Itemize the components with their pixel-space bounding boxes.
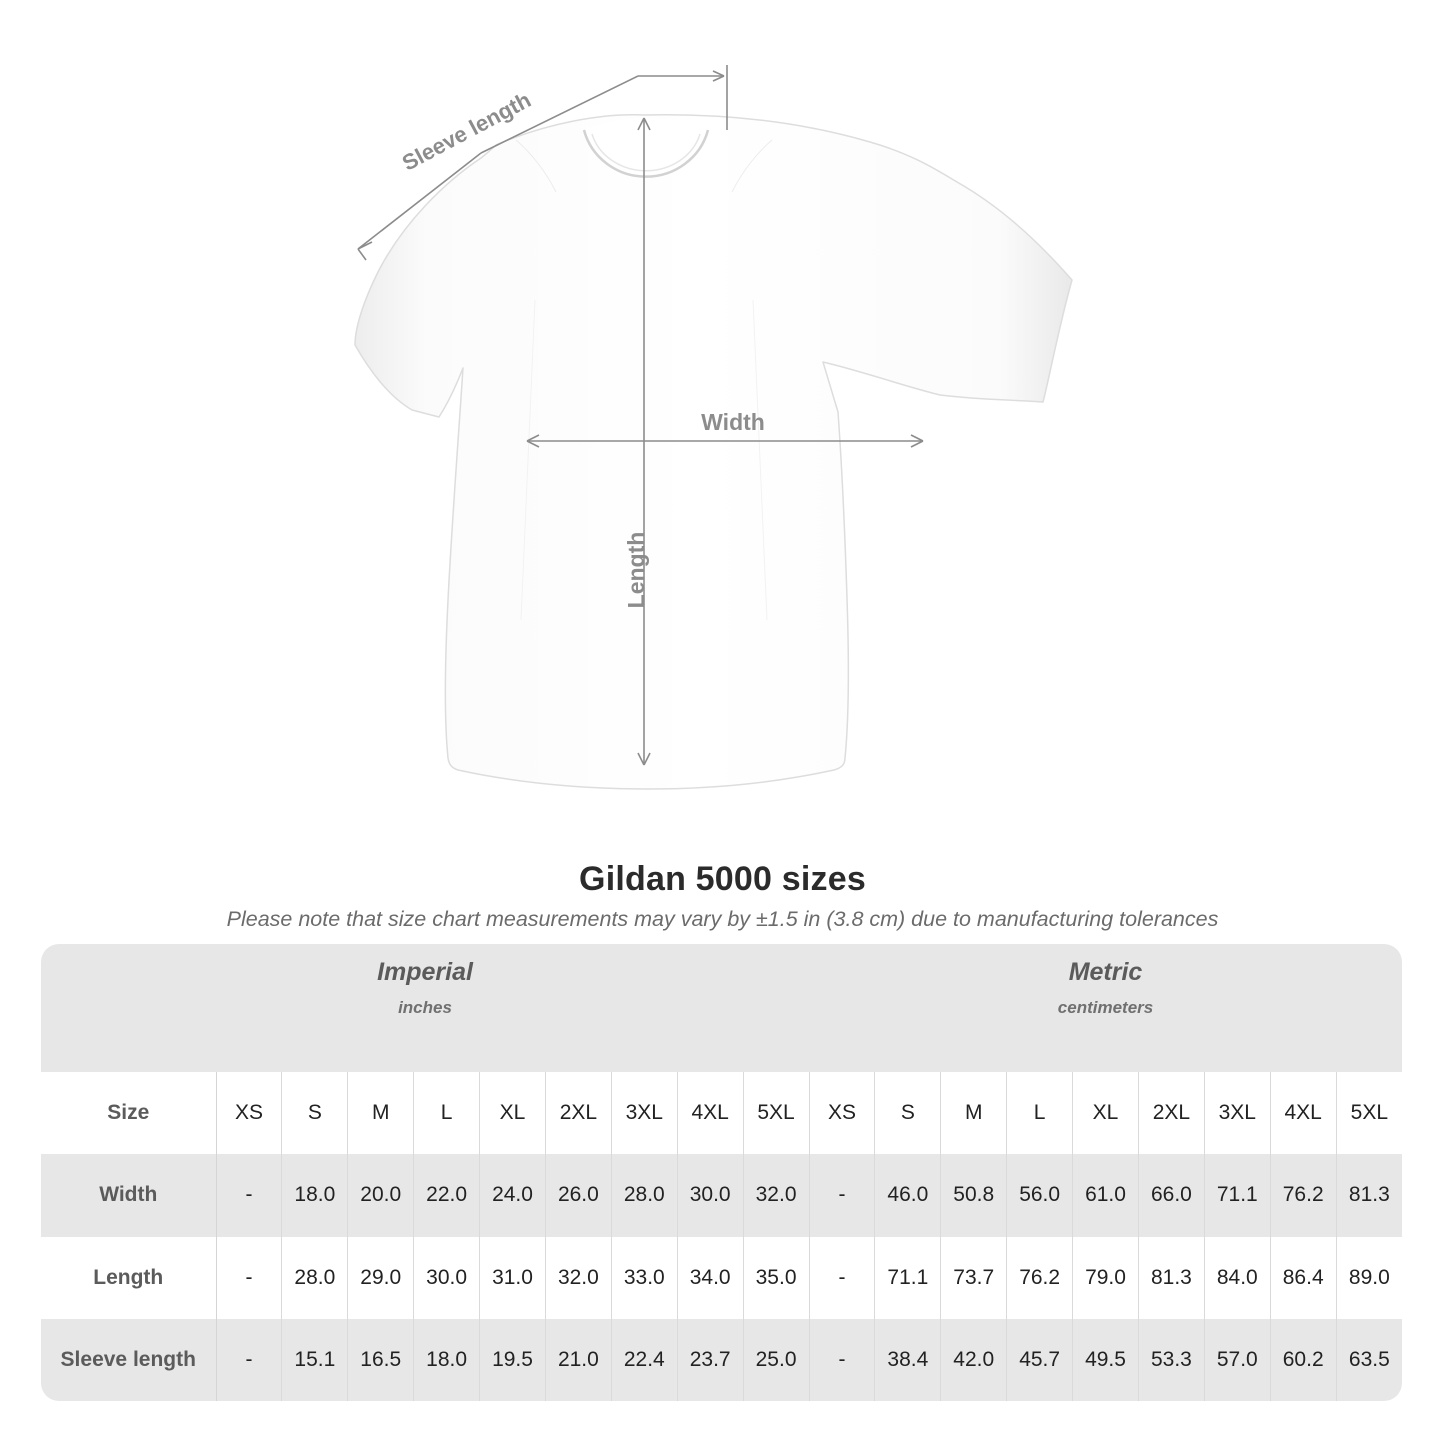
svg-text:Length: Length [623, 532, 649, 609]
svg-text:Width: Width [701, 409, 765, 435]
